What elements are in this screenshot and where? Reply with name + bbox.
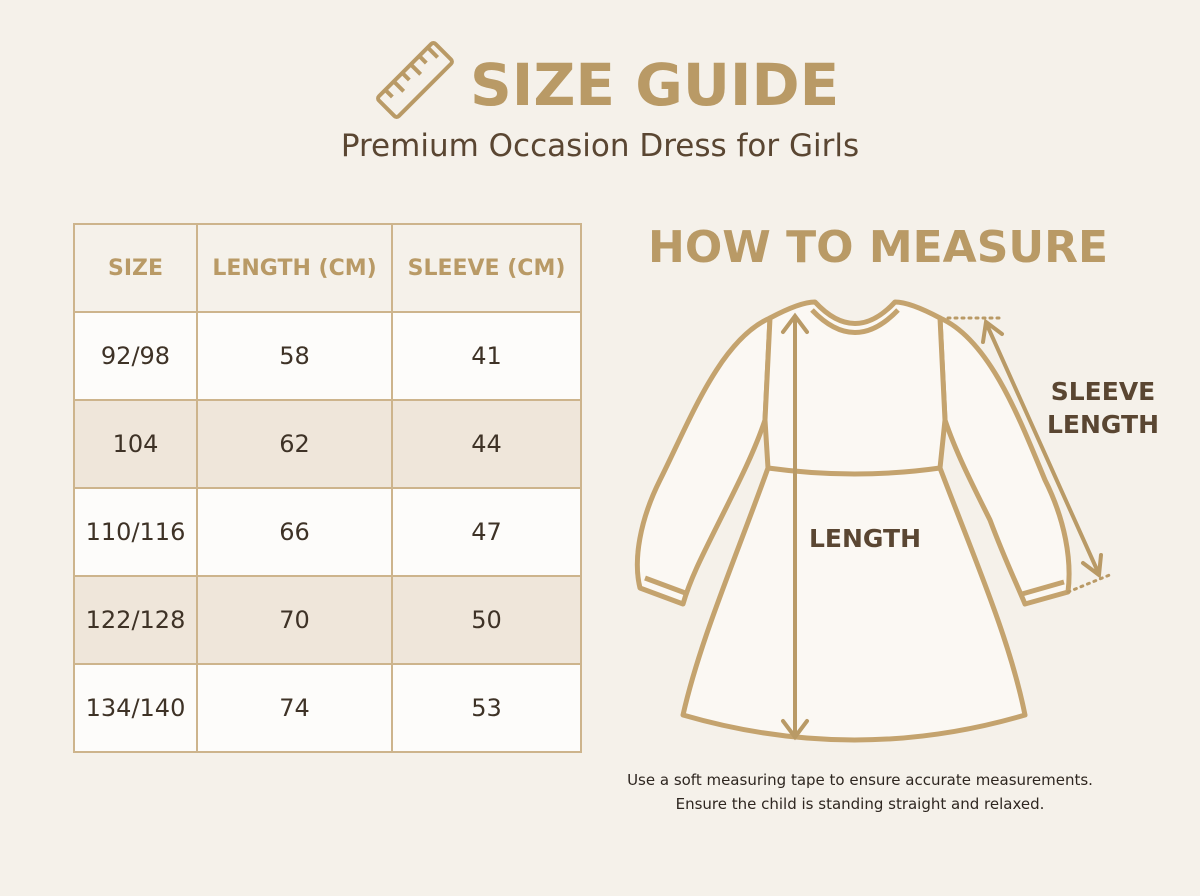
table-cell: 50 (391, 575, 582, 665)
column-header: SIZE (73, 223, 198, 313)
table-cell: 134/140 (73, 663, 198, 753)
column-header: LENGTH (CM) (196, 223, 393, 313)
table-cell: 92/98 (73, 311, 198, 401)
size-table: SIZE LENGTH (CM) SLEEVE (CM) 92/98 58 41 104 6… (73, 223, 582, 753)
table-cell: 47 (391, 487, 582, 577)
column-header: SLEEVE (CM) (391, 223, 582, 313)
table-row: 110/116 66 47 (73, 487, 582, 577)
table-cell: 66 (196, 487, 393, 577)
table-cell: 53 (391, 663, 582, 753)
table-cell: 74 (196, 663, 393, 753)
table-row: 134/140 74 53 (73, 663, 582, 753)
table-cell: 104 (73, 399, 198, 489)
subtitle: Premium Occasion Dress for Girls (340, 128, 860, 164)
table-cell: 58 (196, 311, 393, 401)
table-cell: 44 (391, 399, 582, 489)
table-cell: 41 (391, 311, 582, 401)
table-row: 104 62 44 (73, 399, 582, 489)
header-row: SIZE LENGTH (CM) SLEEVE (CM) (73, 223, 582, 313)
sleeve-label: SLEEVE (1050, 377, 1156, 406)
table-cell: 62 (196, 399, 393, 489)
note: Use a soft measuring tape to ensure accu… (560, 768, 1160, 816)
table-cell: 110/116 (73, 487, 198, 577)
sleeve-label: LENGTH (1047, 410, 1159, 439)
table-row: 122/128 70 50 (73, 575, 582, 665)
measure-title: HOW TO MEASURE (648, 222, 1109, 273)
title: SIZE GUIDE (470, 51, 840, 119)
note-line: Use a soft measuring tape to ensure accu… (627, 771, 1093, 789)
measure-arrows (781, 312, 1114, 741)
dress (634, 299, 1072, 743)
length-label: LENGTH (809, 524, 921, 553)
note-line: Ensure the child is standing straight an… (675, 795, 1045, 813)
table-row: 92/98 58 41 (73, 311, 582, 401)
ruler-icon (376, 41, 454, 119)
table-cell: 122/128 (73, 575, 198, 665)
table-cell: 70 (196, 575, 393, 665)
